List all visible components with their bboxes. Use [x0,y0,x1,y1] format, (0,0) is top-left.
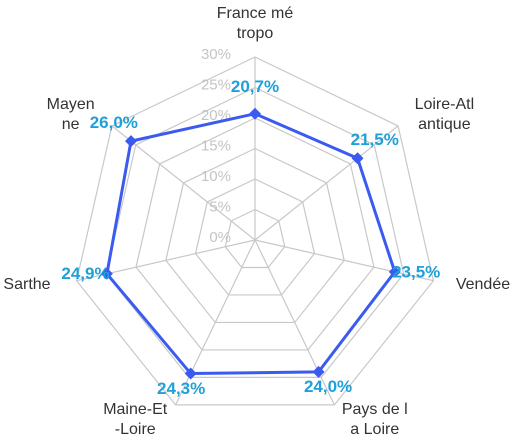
grid-ring [75,56,435,406]
category-label: Vendée [455,275,511,293]
grid-ring [194,178,316,296]
category-label: Mayenne [46,96,95,134]
grid-ring [224,208,286,269]
series-line [105,112,397,376]
data-label: 26,0% [90,113,138,132]
marker [100,267,113,280]
r-tick-label: 30% [201,46,231,63]
category-label: Loire-Atlantique [414,96,475,134]
r-tick-label: 10% [201,168,231,185]
spoke [254,125,399,241]
data-label: 20,7% [231,77,279,96]
data-label: 21,5% [351,130,399,149]
spoke [254,239,434,282]
category-label: Sarthe [3,275,51,293]
data-label: 23,5% [392,262,440,281]
data-label: 24,9% [61,264,109,283]
r-tick-label: 5% [209,198,231,215]
spoke [254,239,335,406]
data-label: 24,0% [304,377,352,396]
r-tick-label: 25% [201,76,231,93]
category-label: Maine-Et-Loire [103,401,168,439]
marker [125,135,138,148]
grid-ring [105,86,405,378]
page: 0% 5% 10% 15% 20% 25% 30% 20,7% 21,5% 23,5% 24,0% 2… [3,5,511,439]
r-tick-label: 0% [209,229,231,246]
marker [388,265,401,278]
grid-ring [135,117,375,351]
chart: 0%5%10%15%20%25%30%20,7%21,5%23,5%24,0%2… [61,46,440,406]
grid-ring [165,147,345,324]
marker [351,152,364,165]
category-label: France métropo [216,5,294,42]
category-label: Pays de la Loire [341,401,408,439]
r-tick-label: 15% [201,137,231,154]
marker [312,365,325,378]
marker [249,107,261,120]
data-label: 24,3% [157,379,205,398]
spoke [111,125,256,241]
marker [184,367,197,380]
